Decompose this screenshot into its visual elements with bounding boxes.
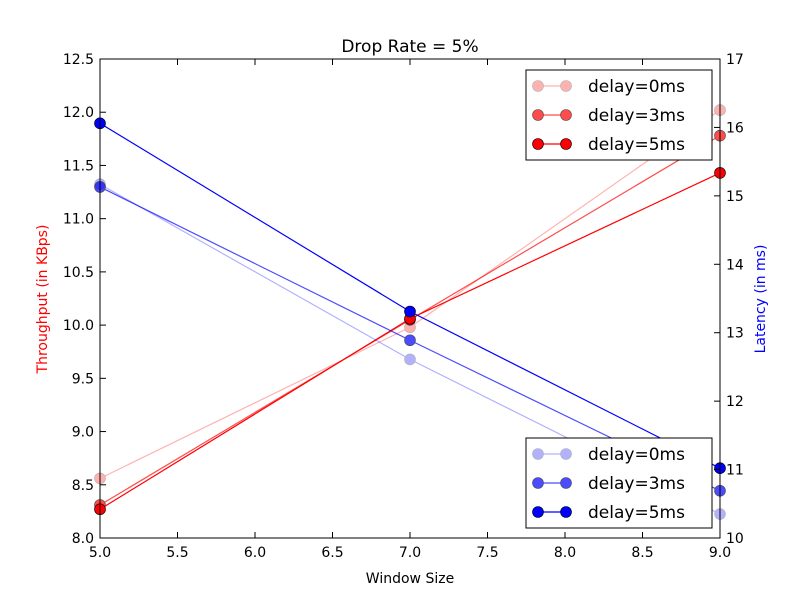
chart-title: Drop Rate = 5% bbox=[341, 37, 478, 57]
ticks: 5.0 5.5 6.0 6.5 7.0 7.5 8.0 8.5 9.0 8.0 8.5 9.0 9.5 1… bbox=[63, 52, 744, 561]
throughput-legend-marker-delay=0ms bbox=[532, 80, 572, 92]
latency-legend-marker-dot-left bbox=[532, 448, 544, 460]
x-tick-label: 6.5 bbox=[321, 545, 343, 561]
throughput-legend-marker-delay=3ms bbox=[532, 109, 572, 121]
throughput-legend: delay=0ms delay=3ms delay=5ms bbox=[525, 69, 713, 161]
latency-legend-marker-delay=3ms bbox=[532, 477, 572, 489]
throughput-legend-marker-dot-left bbox=[532, 80, 544, 92]
y-left-tick-label: 9.5 bbox=[72, 371, 94, 387]
latency-legend-marker-delay=0ms bbox=[532, 448, 572, 460]
throughput-legend-label-delay=5ms: delay=5ms bbox=[588, 135, 685, 155]
latency-legend-label-delay=3ms: delay=3ms bbox=[588, 474, 685, 494]
y-right-tick-label: 14 bbox=[726, 257, 744, 273]
latency-legend-label-delay=5ms: delay=5ms bbox=[588, 503, 685, 523]
y-axis-right-label: Latency (in ms) bbox=[753, 245, 769, 354]
latency-legend-marker-dot-left bbox=[532, 506, 544, 518]
x-tick-label: 8.0 bbox=[554, 545, 576, 561]
throughput-legend-marker-dot-left bbox=[532, 109, 544, 121]
plot-area: 5.0 5.5 6.0 6.5 7.0 7.5 8.0 8.5 9.0 8.0 8.5 9.0 9.5 1… bbox=[63, 52, 744, 561]
y-left-tick-label: 12.5 bbox=[63, 52, 94, 68]
throughput-legend-marker-delay=5ms bbox=[532, 138, 572, 150]
latency-legend-marker-delay=5ms bbox=[532, 506, 572, 518]
y-axis-left-label: Throughput (in KBps) bbox=[35, 225, 51, 375]
latency-legend-marker-dot-left bbox=[532, 477, 544, 489]
throughput-legend-marker-dot-right bbox=[560, 80, 572, 92]
y-left-tick-label: 12.0 bbox=[63, 105, 94, 121]
y-right-tick-label: 16 bbox=[726, 120, 744, 136]
y-left-tick-label: 11.0 bbox=[63, 212, 94, 228]
latency-legend-marker-dot-right bbox=[560, 506, 572, 518]
latency-point-delay=0ms-7 bbox=[404, 353, 416, 366]
x-tick-label: 7.5 bbox=[476, 545, 498, 561]
x-tick-label: 5.5 bbox=[166, 545, 188, 561]
y-left-tick-label: 10.5 bbox=[63, 265, 94, 281]
throughput-legend-marker-dot-left bbox=[532, 138, 544, 150]
x-tick-label: 8.5 bbox=[631, 545, 653, 561]
throughput-legend-label-delay=3ms: delay=3ms bbox=[588, 106, 685, 126]
y-right-tick-label: 13 bbox=[726, 326, 744, 342]
y-left-tick-label: 11.5 bbox=[63, 158, 94, 174]
throughput-legend-label-delay=0ms: delay=0ms bbox=[588, 77, 685, 97]
throughput-legend-marker-dot-right bbox=[560, 138, 572, 150]
y-right-tick-label: 11 bbox=[726, 463, 744, 479]
x-tick-label: 6.0 bbox=[244, 545, 266, 561]
y-right-tick-label: 10 bbox=[726, 531, 744, 547]
x-axis-label: Window Size bbox=[366, 571, 454, 587]
latency-legend-label-delay=0ms: delay=0ms bbox=[588, 445, 685, 465]
y-right-tick-label: 15 bbox=[726, 189, 744, 205]
y-right-tick-label: 17 bbox=[726, 52, 744, 68]
latency-point-delay=5ms-7 bbox=[404, 305, 416, 318]
throughput-legend-marker-dot-right bbox=[560, 109, 572, 121]
y-left-tick-label: 8.5 bbox=[72, 478, 94, 494]
latency-legend-marker-dot-right bbox=[560, 477, 572, 489]
y-left-tick-label: 9.0 bbox=[72, 425, 94, 441]
latency-legend: delay=0ms delay=3ms delay=5ms bbox=[525, 437, 713, 529]
latency-legend-marker-dot-right bbox=[560, 448, 572, 460]
y-right-tick-label: 12 bbox=[726, 394, 744, 410]
latency-point-delay=3ms-7 bbox=[404, 334, 416, 347]
x-tick-label: 5.0 bbox=[89, 545, 111, 561]
x-tick-label: 9.0 bbox=[709, 545, 731, 561]
y-left-tick-label: 10.0 bbox=[63, 318, 94, 334]
throughput-line-delay=0ms bbox=[99, 109, 721, 479]
x-tick-label: 7.0 bbox=[399, 545, 421, 561]
y-left-tick-label: 8.0 bbox=[72, 531, 94, 547]
